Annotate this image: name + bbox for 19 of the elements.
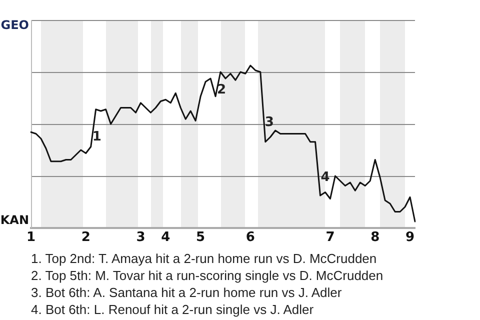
text: KAN [0,213,29,228]
x-tick-label: 5 [196,230,206,246]
text: 4. Bot 6th: L. Renouf hit a 2-run single vs J. Adler [31,301,315,318]
x-tick-label: 8 [370,230,380,246]
x-tick-label: 4 [161,230,170,246]
annotation: 4 [320,170,330,185]
text: 3. Bot 6th: A. Santana hit a 2-run home run vs J. Adler [31,284,343,301]
text: 2. Top 5th: M. Tovar hit a run-scoring single vs D. McCrudden [31,267,384,284]
text: 1. Top 2nd: T. Amaya hit a 2-run home run vs D. McCrudden [31,250,378,267]
x-tick-label: 3 [136,230,146,246]
x-tick-label: 6 [246,230,255,246]
annotation: 2 [216,82,226,98]
x-tick-label: 1 [26,230,36,246]
x-tick-label: 7 [326,230,335,246]
text: GEO [0,18,29,32]
annotation: 3 [264,114,274,130]
x-tick-label: 2 [81,230,90,246]
x-tick-label: 9 [405,230,415,246]
annotation: 1 [92,129,102,144]
